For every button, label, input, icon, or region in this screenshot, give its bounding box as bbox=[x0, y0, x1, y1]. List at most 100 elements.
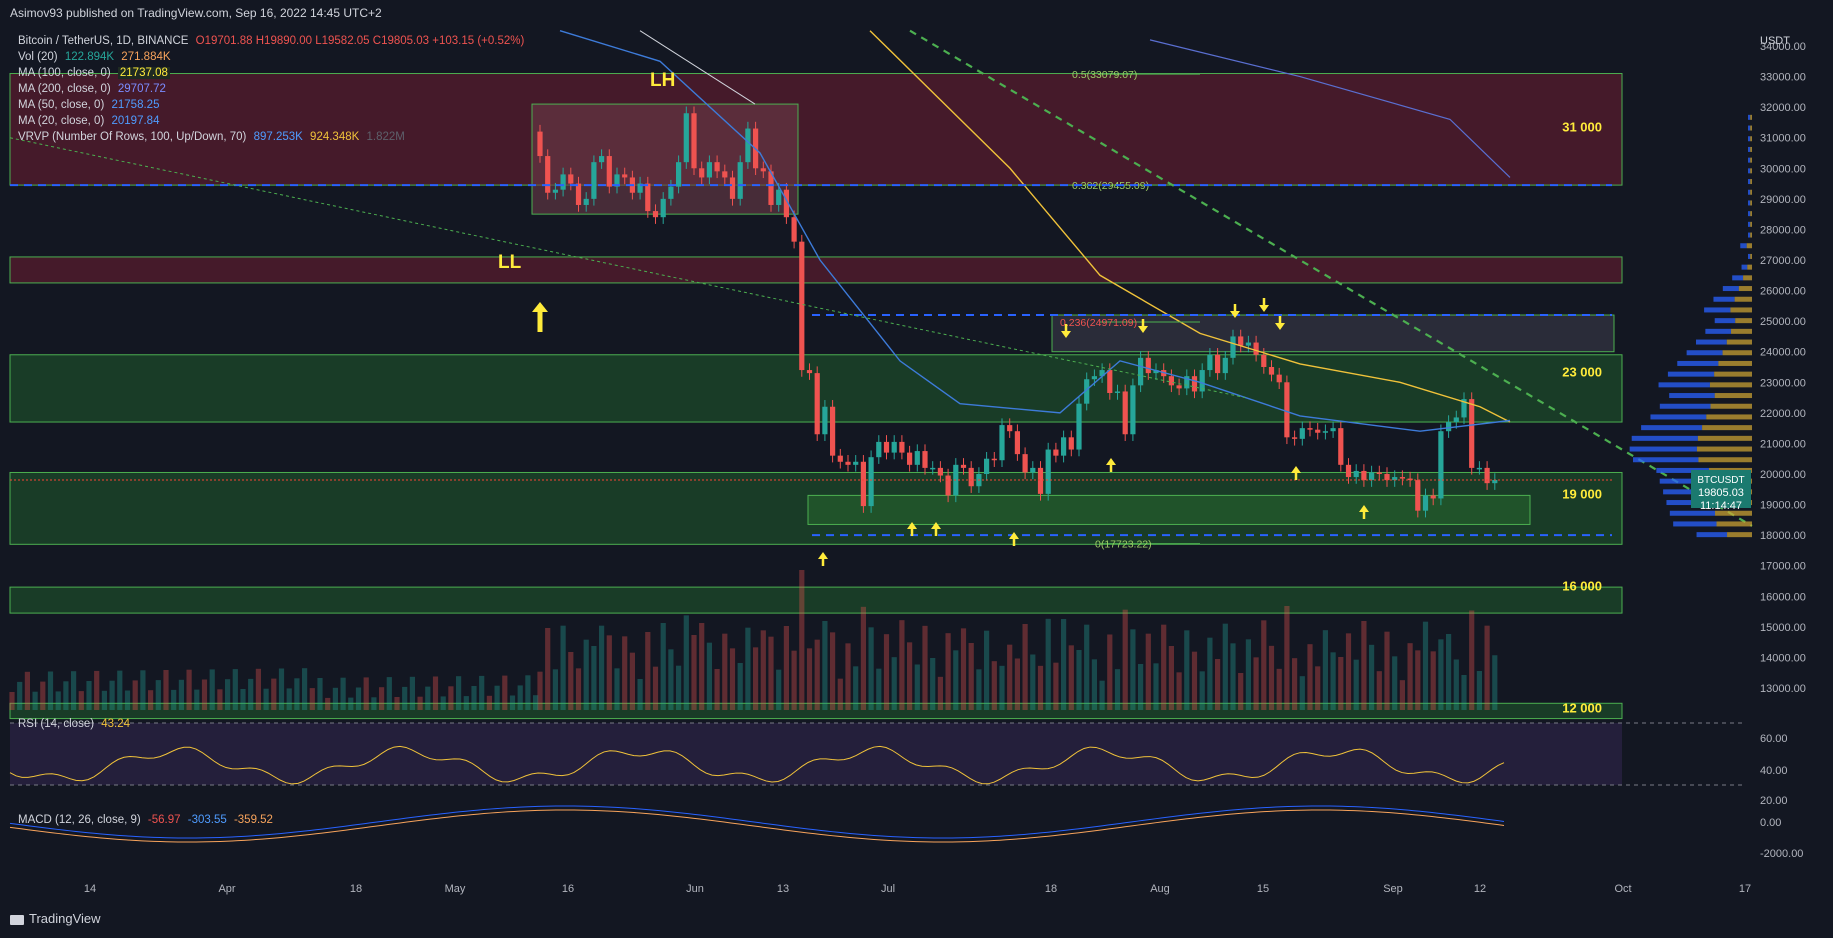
volume-bar bbox=[1153, 663, 1159, 710]
volume-bar bbox=[1022, 624, 1028, 710]
price-tick: 26000.00 bbox=[1760, 286, 1806, 298]
volume-bar bbox=[317, 678, 323, 710]
candle-body bbox=[1030, 467, 1036, 473]
legend-macd[interactable]: MACD (12, 26, close, 9) -56.97 -303.55 -… bbox=[18, 814, 273, 826]
volume-bar bbox=[1168, 646, 1174, 710]
volume-bar bbox=[1422, 621, 1429, 710]
candle bbox=[837, 448, 843, 469]
vp-down-bar bbox=[1710, 403, 1752, 409]
volume-bar bbox=[1292, 658, 1298, 710]
volume-bar bbox=[691, 635, 697, 710]
candle bbox=[722, 164, 728, 185]
volume-bar bbox=[386, 677, 392, 710]
zone-4 bbox=[9, 586, 1623, 614]
volume-bar bbox=[1322, 630, 1328, 710]
arrow-down-icon bbox=[1138, 319, 1148, 333]
vp-up-bar bbox=[1666, 500, 1714, 506]
candle-body bbox=[699, 168, 705, 178]
vol-value: 122.894K bbox=[64, 51, 115, 63]
symbol-legend[interactable]: Bitcoin / TetherUS, 1D, BINANCE O19701.8… bbox=[18, 35, 524, 47]
volume-bar bbox=[614, 668, 620, 710]
volume-bar bbox=[1438, 639, 1444, 710]
volume-bar bbox=[1215, 659, 1221, 710]
vp-up-bar bbox=[1696, 339, 1727, 345]
candle bbox=[1407, 471, 1413, 487]
candle bbox=[984, 451, 990, 481]
volume-bar bbox=[325, 697, 331, 710]
legend-rsi[interactable]: RSI (14, close) 43.24 bbox=[18, 718, 130, 730]
candle-body bbox=[1415, 480, 1421, 511]
legend-vol[interactable]: Vol (20) 122.894K 271.884K bbox=[18, 51, 171, 63]
ma100-value: 21737.08 bbox=[117, 67, 170, 79]
candle-body bbox=[1446, 422, 1452, 432]
volume-bar bbox=[63, 681, 69, 710]
volume-bar bbox=[479, 675, 485, 710]
candle-body bbox=[1138, 357, 1144, 386]
candle-body bbox=[1076, 403, 1082, 450]
vp-up-bar bbox=[1704, 307, 1731, 313]
vp-down-bar bbox=[1750, 221, 1752, 227]
volume-bar bbox=[806, 648, 813, 710]
volume-bar bbox=[463, 696, 469, 710]
time-tick: 16 bbox=[562, 883, 574, 895]
candle bbox=[645, 176, 651, 218]
vp-up-bar bbox=[1748, 189, 1751, 195]
volume-bar bbox=[1230, 643, 1236, 710]
volume-bar bbox=[1107, 634, 1113, 710]
candle-body bbox=[545, 156, 551, 193]
time-tick: 13 bbox=[777, 883, 789, 895]
candle-body bbox=[1361, 470, 1367, 481]
volume-bar bbox=[883, 634, 890, 710]
volume-bar bbox=[575, 668, 582, 710]
volume-bar bbox=[837, 678, 843, 710]
candle-body bbox=[1145, 357, 1151, 374]
candle-body bbox=[791, 217, 797, 242]
tradingview-footer[interactable]: TradingView bbox=[10, 911, 101, 926]
candle bbox=[991, 451, 997, 467]
candle bbox=[729, 170, 736, 206]
candle bbox=[1084, 372, 1090, 411]
legend-ma20[interactable]: MA (20, close, 0) 20197.84 bbox=[18, 115, 159, 127]
candle-body bbox=[1330, 428, 1336, 432]
candle-body bbox=[799, 241, 805, 371]
volume-bar bbox=[1315, 666, 1321, 710]
legend-ma50[interactable]: MA (50, close, 0) 21758.25 bbox=[18, 99, 159, 111]
candle-body bbox=[1253, 342, 1259, 355]
volume-bar bbox=[132, 680, 138, 710]
candle bbox=[1453, 410, 1459, 429]
volume-bar bbox=[94, 670, 100, 710]
price-tick: 30000.00 bbox=[1760, 163, 1806, 175]
volume-bar bbox=[1199, 671, 1205, 710]
candle-body bbox=[1292, 437, 1298, 439]
price-tick: 16000.00 bbox=[1760, 591, 1806, 603]
vp-up-bar bbox=[1748, 253, 1751, 259]
volume-bar bbox=[599, 625, 605, 710]
ma200-label: MA (200, close, 0) bbox=[18, 83, 111, 95]
volume-bar bbox=[1284, 606, 1290, 710]
legend-vrvp[interactable]: VRVP (Number Of Rows, 100, Up/Down, 70) … bbox=[18, 131, 405, 143]
legend-ma100[interactable]: MA (100, close, 0) 21737.08 bbox=[18, 67, 170, 79]
vp-up-bar bbox=[1748, 114, 1751, 120]
volume-bar bbox=[976, 669, 982, 710]
vp-down-bar bbox=[1731, 328, 1752, 334]
candle-body bbox=[930, 467, 936, 470]
time-axis: 14 Apr 18 May 16 Jun 13 Jul 18 Aug 15 Sep 12 Oct 17 bbox=[84, 883, 1751, 895]
candle bbox=[1184, 369, 1190, 396]
arrow-head bbox=[1230, 311, 1240, 318]
vp-down-bar bbox=[1698, 457, 1752, 463]
volume-bar bbox=[568, 652, 574, 710]
legend-ma200[interactable]: MA (200, close, 0) 29707.72 bbox=[18, 83, 166, 95]
macd-label: MACD (12, 26, close, 9) bbox=[18, 814, 141, 826]
ohlc-values: O19701.88 H19890.00 L19582.05 C19805.03 … bbox=[195, 35, 525, 47]
candle bbox=[552, 182, 558, 200]
candle-body bbox=[868, 457, 874, 507]
vp-up-bar bbox=[1748, 168, 1751, 174]
candle bbox=[1114, 384, 1121, 400]
volume-bar bbox=[914, 664, 920, 710]
volume-bar bbox=[637, 679, 643, 710]
volume-bar bbox=[1276, 668, 1282, 710]
vp-down-bar bbox=[1750, 232, 1752, 238]
volume-bar bbox=[722, 633, 728, 710]
price-tick: 34000.00 bbox=[1760, 41, 1806, 53]
